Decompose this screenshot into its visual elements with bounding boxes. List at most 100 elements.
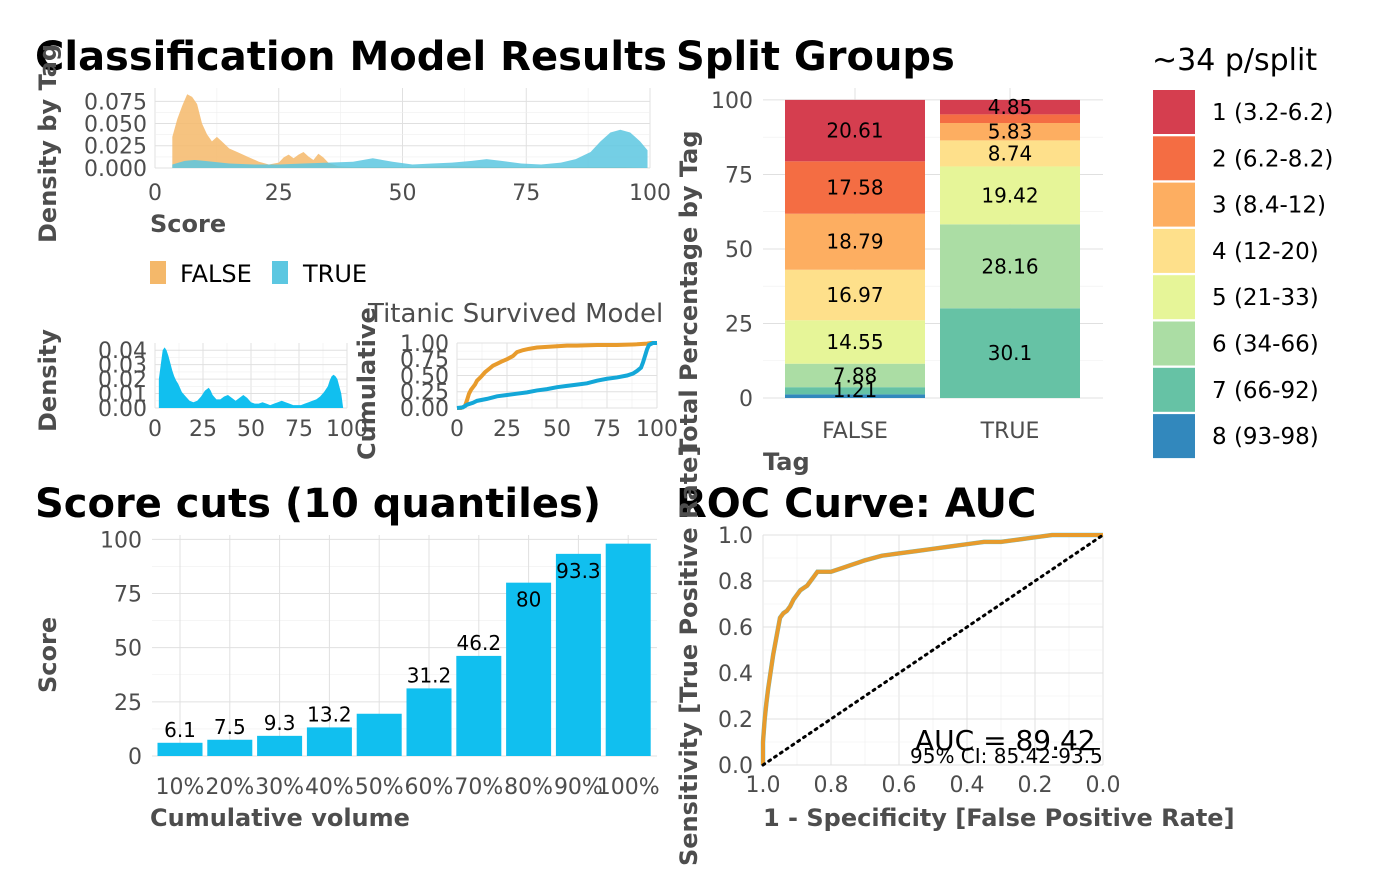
score-bar-30% [257, 735, 303, 756]
y-tick-label: 0.2 [718, 708, 753, 733]
y-tick-label: 100 [711, 89, 753, 114]
cumulative-panel: 0 25 50 75 100 0.000.250.500.751.00 Titanic … [353, 299, 678, 460]
x-tick-label: 1.0 [746, 773, 781, 798]
y-tick-label: 0 [739, 387, 753, 412]
roc-curve-line [761, 533, 1103, 765]
stack-value-label: 5.83 [988, 120, 1033, 144]
y-tick-label: 0.03 [98, 354, 147, 379]
stack-segment-true-4 [940, 140, 1080, 167]
stack-value-label: 18.79 [826, 230, 883, 254]
split-legend-label-2: 2 (6.2-8.2) [1212, 146, 1333, 172]
density-by-tag-x-axis-title: Score [150, 210, 226, 238]
density-area-true [172, 129, 648, 168]
x-tick-label: FALSE [822, 419, 888, 444]
stack-segment-false-3 [785, 213, 925, 270]
legend-swatch-false [150, 261, 166, 284]
y-tick-label: 50 [725, 238, 753, 263]
split-legend-label-4: 4 (12-20) [1212, 239, 1319, 265]
y-tick-label: 0.01 [98, 382, 147, 407]
split-legend-swatch-2 [1153, 136, 1195, 181]
y-tick-label: 100 [100, 528, 142, 553]
x-tick-label: 60% [405, 775, 454, 800]
stack-segment-false-2 [785, 161, 925, 214]
y-tick-label: 0.4 [718, 662, 753, 687]
score-bar-value-label: 46.2 [457, 631, 502, 655]
y-tick-label: 0.8 [718, 570, 753, 595]
legend-label-false: FALSE [180, 260, 252, 288]
x-tick-label: 0.8 [814, 773, 849, 798]
y-tick-label: 25 [725, 312, 753, 337]
score-bar-20% [207, 739, 253, 756]
x-tick-label: 100 [326, 417, 368, 442]
stack-value-label: 1.21 [833, 378, 878, 402]
roc-x-axis-title: 1 - Specificity [False Positive Rate] [763, 804, 1235, 832]
split-groups-y-axis-title: Total Percentage by Tag [675, 130, 703, 455]
x-tick-label: 0 [148, 181, 162, 206]
split-legend-label-1: 1 (3.2-6.2) [1212, 100, 1333, 126]
stack-value-label: 17.58 [826, 176, 883, 200]
x-tick-label: 50 [237, 417, 265, 442]
x-tick-label: 100% [597, 775, 660, 800]
score-cuts-y-axis-title: Score [34, 617, 62, 693]
legend-swatch-true [272, 261, 288, 284]
x-tick-label: 25 [265, 181, 293, 206]
main-title: Classification Model Results [35, 34, 667, 80]
split-groups-x-axis-title: Tag [763, 448, 810, 476]
score-bar-80% [506, 582, 552, 756]
roc-panel: 1.0 0.8 0.6 0.4 0.2 0.0 0.0 0.2 0.4 0.6 0.8 1.0 AU… [675, 446, 1235, 866]
split-legend-swatch-8 [1153, 414, 1195, 459]
y-tick-label: 75 [725, 163, 753, 188]
stack-segment-false-1 [785, 99, 925, 162]
score-bar-value-label: 80 [516, 588, 541, 612]
stack-segment-true-7 [940, 308, 1080, 398]
score-bar-value-label: 7.5 [214, 715, 246, 739]
y-tick-label: 0.75 [400, 348, 449, 373]
y-tick-label: 0.6 [718, 616, 753, 641]
x-tick-label: 20% [205, 775, 254, 800]
stack-value-label: 7.88 [833, 363, 878, 387]
x-tick-label: 30% [255, 775, 304, 800]
x-tick-label: 100 [636, 417, 678, 442]
x-tick-label: 100 [629, 181, 671, 206]
split-legend-label-5: 5 (21-33) [1212, 285, 1319, 311]
x-tick-label: 0.0 [1086, 773, 1121, 798]
stack-segment-true-5 [940, 166, 1080, 225]
roc-auc-label: AUC = 89.42 [915, 724, 1096, 757]
stack-value-label: 14.55 [826, 330, 883, 354]
y-tick-label: 0.00 [400, 397, 449, 422]
roc-ci-label: 95% CI: 85.42-93.5 [910, 744, 1103, 768]
split-legend-label-7: 7 (66-92) [1212, 378, 1319, 404]
x-tick-label: 0 [148, 417, 162, 442]
score-bar-50% [356, 713, 402, 756]
stack-value-label: 4.85 [988, 95, 1033, 119]
score-cuts-title: Score cuts (10 quantiles) [35, 481, 601, 527]
y-tick-label: 0.00 [98, 397, 147, 422]
stack-segment-true-6 [940, 224, 1080, 309]
stack-segment-true-1 [940, 99, 1080, 115]
x-tick-label: 50% [355, 775, 404, 800]
score-bar-value-label: 9.3 [264, 711, 296, 735]
x-tick-label: 25 [493, 417, 521, 442]
y-tick-label: 1.00 [400, 332, 449, 357]
split-legend-label-6: 6 (34-66) [1212, 332, 1319, 358]
roc-title: ROC Curve: AUC [676, 481, 1036, 527]
y-tick-label: 0.25 [400, 381, 449, 406]
y-tick-label: 1.0 [718, 524, 753, 549]
roc-y-axis-title: Sensitivity [True Positive Rate] [675, 446, 703, 866]
score-bar-value-label: 93.3 [556, 559, 601, 583]
score-bar-10% [157, 742, 203, 756]
x-tick-label: 75 [593, 417, 621, 442]
x-tick-label: 75 [512, 181, 540, 206]
y-tick-label: 0.50 [400, 364, 449, 389]
split-legend-swatch-6 [1153, 321, 1195, 366]
x-tick-label: 50 [389, 181, 417, 206]
y-tick-label: 25 [114, 691, 142, 716]
score-cuts-panel: 6.1 7.5 9.3 13.2 31.246.2 80 93.3 10% 20% 30% 40%… [34, 528, 660, 832]
score-bar-90% [555, 553, 601, 756]
stack-value-label: 30.1 [988, 341, 1033, 365]
split-legend: ~34 p/split 1 (3.2-6.2) 2 (6.2-8.2) 3 (8.4… [1152, 43, 1333, 459]
split-legend-swatch-4 [1153, 228, 1195, 273]
score-bar-60% [406, 688, 452, 756]
y-tick-label: 0.0 [718, 754, 753, 779]
x-tick-label: 40% [305, 775, 354, 800]
